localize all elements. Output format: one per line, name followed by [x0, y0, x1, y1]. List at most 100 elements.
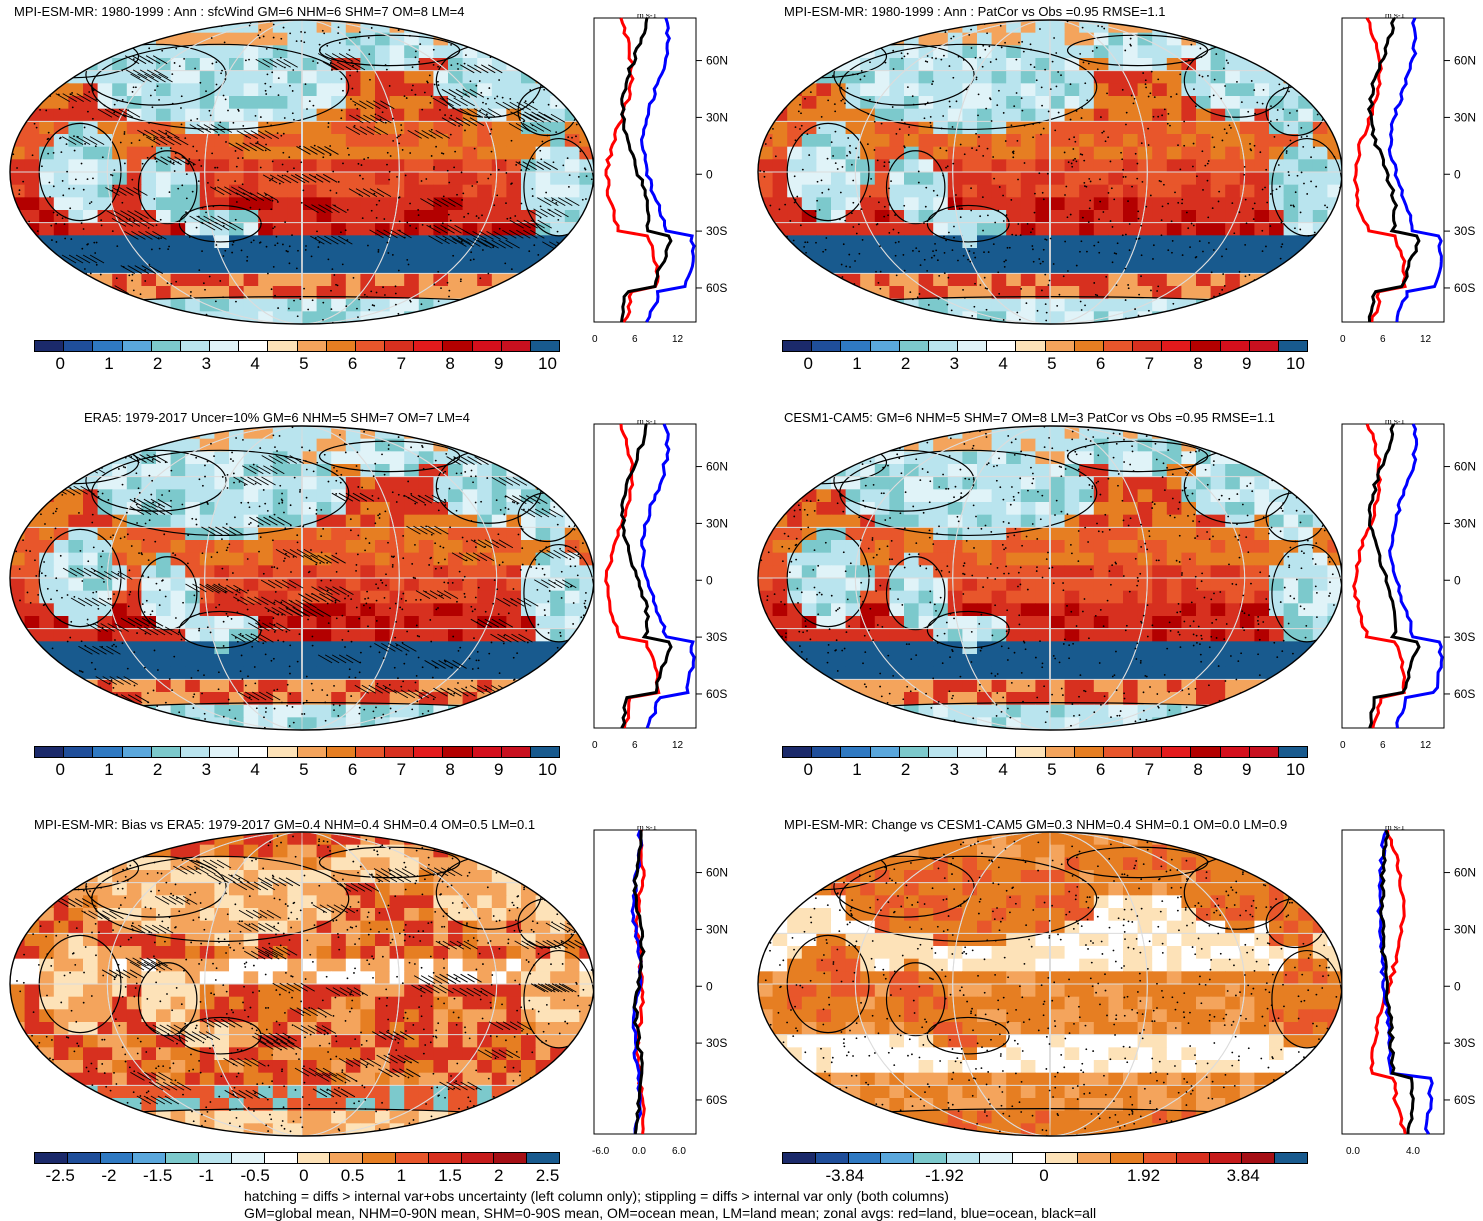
map-cell: [24, 197, 40, 211]
stipple-dot: [824, 248, 827, 251]
hatch-line: [509, 101, 524, 111]
map-cell: [156, 666, 172, 680]
map-cell: [1283, 273, 1299, 287]
stipple-dot: [437, 80, 439, 83]
hatch-line: [560, 284, 575, 294]
hatch-line: [414, 129, 429, 139]
hatch-line: [453, 97, 468, 107]
stipple-dot: [356, 70, 359, 73]
stipple-dot: [931, 56, 934, 59]
stipple-dot: [59, 137, 61, 140]
map-cell: [375, 616, 391, 630]
stipple-dot: [1260, 30, 1263, 33]
stipple-dot: [441, 20, 444, 22]
lat-label: 0: [1454, 167, 1461, 181]
stipple-dot: [248, 24, 251, 27]
stipple-dot: [95, 36, 98, 39]
stipple-dot: [1262, 89, 1265, 91]
stipple-dot: [279, 56, 282, 59]
map-cell: [156, 540, 172, 554]
stipple-dot: [997, 271, 1000, 274]
map-cell: [83, 197, 99, 211]
stipple-dot: [1017, 178, 1019, 181]
map-cell: [302, 58, 318, 72]
hatch-line: [181, 156, 196, 166]
map-cell: [53, 45, 69, 59]
stipple-dot: [840, 263, 843, 266]
map-cell: [375, 159, 391, 173]
stipple-dot: [1057, 71, 1060, 73]
map-cell: [506, 286, 522, 300]
map-cell: [112, 70, 128, 84]
stipple-dot: [48, 138, 51, 141]
stipple-dot: [453, 166, 456, 169]
map-cell: [141, 298, 157, 312]
map-cell: [229, 108, 245, 122]
map-cell: [316, 298, 332, 312]
stipple-dot: [1296, 174, 1299, 177]
map-cell: [199, 641, 215, 655]
map-cell: [199, 565, 215, 579]
hatch-line: [151, 129, 166, 139]
map-cell: [418, 552, 434, 566]
map-cell: [1210, 32, 1226, 46]
map-cell: [448, 286, 464, 300]
map-cell: [199, 654, 215, 668]
map-cell: [112, 172, 128, 186]
stipple-dot: [1015, 58, 1018, 61]
map-cell: [170, 248, 186, 262]
stipple-dot: [856, 20, 859, 23]
stipple-dot: [281, 174, 284, 177]
hatch-line: [338, 53, 354, 62]
map-cell: [272, 476, 288, 490]
zonal-xtick-label: 12: [1420, 334, 1432, 345]
map-cell: [1035, 134, 1051, 148]
stipple-dot: [141, 162, 144, 165]
map-cell: [302, 210, 318, 224]
hatch-line: [491, 239, 506, 249]
map-cell: [477, 134, 493, 148]
map-cell: [68, 32, 84, 46]
map-cell: [199, 134, 215, 148]
map-cell: [83, 286, 99, 300]
hatch-line: [276, 174, 292, 184]
hatch-line: [428, 235, 443, 245]
map-cell: [10, 70, 26, 84]
map-cell: [1137, 286, 1153, 300]
map-cell: [141, 273, 157, 287]
map-cell: [258, 108, 274, 122]
stipple-dot: [299, 298, 302, 301]
stipple-dot: [879, 37, 882, 40]
stipple-dot: [407, 263, 410, 266]
hatch-line: [75, 254, 91, 264]
stipple-dot: [870, 299, 873, 301]
stipple-dot: [998, 292, 1001, 295]
stipple-dot: [961, 207, 963, 210]
map-cell: [787, 222, 803, 236]
hatch-line: [435, 129, 450, 139]
map-cell: [375, 565, 391, 579]
stipple-dot: [435, 22, 438, 25]
map-cell: [345, 679, 361, 693]
map-cell: [1196, 134, 1212, 148]
map-cell: [170, 222, 186, 236]
stipple-dot: [1044, 238, 1047, 241]
stipple-dot: [131, 178, 134, 181]
stipple-dot: [932, 189, 935, 192]
stipple-dot: [1175, 93, 1178, 95]
map-cell: [53, 540, 69, 554]
stipple-dot: [1080, 240, 1083, 243]
stipple-dot: [961, 319, 964, 321]
stipple-dot: [1055, 52, 1058, 54]
hatch-line: [82, 254, 98, 264]
stipple-dot: [1030, 48, 1032, 51]
map-cell: [933, 273, 949, 287]
map-cell: [448, 70, 464, 84]
stipple-dot: [1253, 298, 1255, 300]
map-cell: [947, 96, 963, 110]
hatch-line: [510, 111, 525, 121]
map-cell: [1283, 298, 1299, 312]
map-cell: [1312, 197, 1328, 211]
map-cell: [564, 273, 580, 287]
stipple-dot: [906, 52, 909, 55]
